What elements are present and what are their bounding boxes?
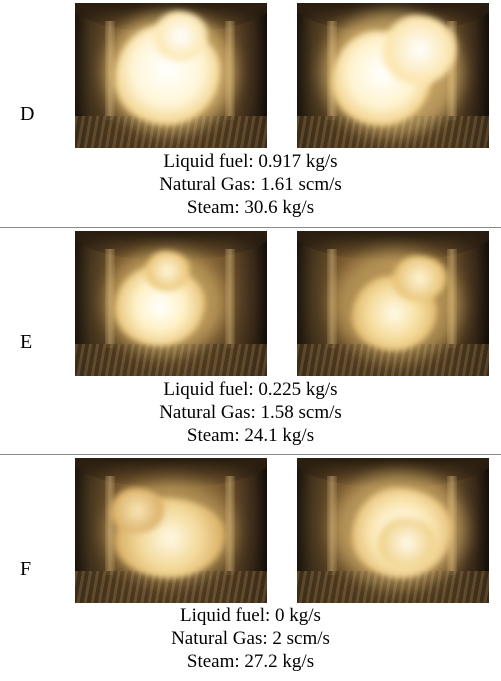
panel-label: F (20, 558, 32, 580)
panel-f: F Liquid fuel: 0 kg/s Natural Gas: 2 scm… (0, 455, 501, 681)
panel-label: D (20, 103, 35, 125)
steam-text: Steam: 24.1 kg/s (186, 425, 315, 446)
panel-divider (0, 454, 501, 455)
liquid-fuel-text: Liquid fuel: 0.225 kg/s (163, 379, 338, 400)
flame-photo-left (75, 458, 267, 603)
flame-photo-right (297, 458, 489, 603)
natural-gas-text: Natural Gas: 1.58 scm/s (159, 402, 342, 423)
steam-text: Steam: 30.6 kg/s (186, 197, 315, 218)
panel-label: E (20, 331, 33, 353)
panel-divider (0, 227, 501, 228)
panel-d: D Liquid fuel: 0.917 kg/s Natural Gas: 1… (0, 0, 501, 228)
liquid-fuel-text: Liquid fuel: 0 kg/s (180, 605, 321, 626)
flame-photo-right (297, 231, 489, 376)
flame-photo-left (75, 231, 267, 376)
flame-photo-right (297, 3, 489, 148)
liquid-fuel-text: Liquid fuel: 0.917 kg/s (163, 151, 338, 172)
steam-text: Steam: 27.2 kg/s (186, 651, 315, 672)
natural-gas-text: Natural Gas: 2 scm/s (171, 628, 330, 649)
natural-gas-text: Natural Gas: 1.61 scm/s (159, 174, 342, 195)
panel-e: E Liquid fuel: 0.225 kg/s Natural Gas: 1… (0, 228, 501, 455)
flame-photo-left (75, 3, 267, 148)
